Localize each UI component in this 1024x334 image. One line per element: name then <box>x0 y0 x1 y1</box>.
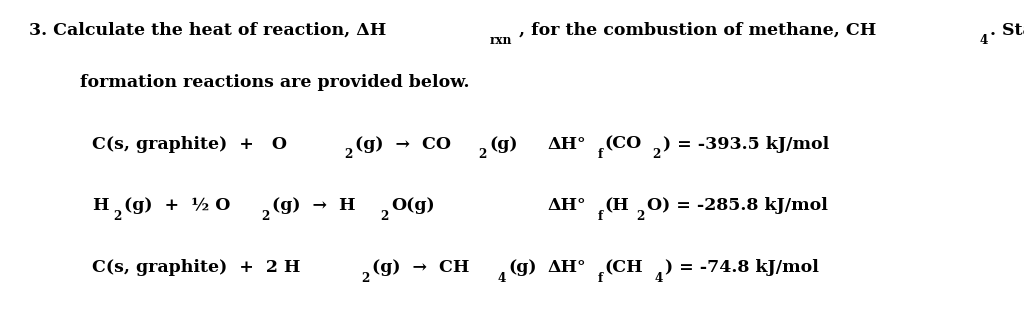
Text: (g): (g) <box>489 136 518 153</box>
Text: 2: 2 <box>114 210 122 223</box>
Text: f: f <box>598 148 603 161</box>
Text: f: f <box>598 210 603 223</box>
Text: 3. Calculate the heat of reaction, ΔH: 3. Calculate the heat of reaction, ΔH <box>29 22 386 39</box>
Text: (CH: (CH <box>604 259 643 276</box>
Text: (g)  →  CH: (g) → CH <box>372 259 469 276</box>
Text: (H: (H <box>604 197 629 214</box>
Text: 2: 2 <box>361 272 370 285</box>
Text: H: H <box>92 197 109 214</box>
Text: ΔH°: ΔH° <box>548 136 587 153</box>
Text: ) = -393.5 kJ/mol: ) = -393.5 kJ/mol <box>664 136 829 153</box>
Text: ) = -74.8 kJ/mol: ) = -74.8 kJ/mol <box>665 259 819 276</box>
Text: 2: 2 <box>478 148 486 161</box>
Text: 4: 4 <box>980 34 988 47</box>
Text: (g): (g) <box>508 259 537 276</box>
Text: . Standard enthalpy of: . Standard enthalpy of <box>990 22 1024 39</box>
Text: 2: 2 <box>261 210 270 223</box>
Text: 4: 4 <box>654 272 663 285</box>
Text: 2: 2 <box>380 210 388 223</box>
Text: O) = -285.8 kJ/mol: O) = -285.8 kJ/mol <box>647 197 828 214</box>
Text: ΔH°: ΔH° <box>548 197 587 214</box>
Text: 2: 2 <box>652 148 660 161</box>
Text: (g)  →  H: (g) → H <box>272 197 355 214</box>
Text: C(s, graphite)  +   O: C(s, graphite) + O <box>92 136 287 153</box>
Text: 4: 4 <box>498 272 506 285</box>
Text: f: f <box>598 272 603 285</box>
Text: rxn: rxn <box>489 34 512 47</box>
Text: 2: 2 <box>636 210 644 223</box>
Text: C(s, graphite)  +  2 H: C(s, graphite) + 2 H <box>92 259 300 276</box>
Text: 2: 2 <box>344 148 352 161</box>
Text: (g)  +  ½ O: (g) + ½ O <box>124 197 230 214</box>
Text: , for the combustion of methane, CH: , for the combustion of methane, CH <box>518 22 876 39</box>
Text: ΔH°: ΔH° <box>548 259 587 276</box>
Text: (CO: (CO <box>604 136 642 153</box>
Text: formation reactions are provided below.: formation reactions are provided below. <box>56 74 470 91</box>
Text: (g)  →  CO: (g) → CO <box>354 136 451 153</box>
Text: O(g): O(g) <box>391 197 434 214</box>
